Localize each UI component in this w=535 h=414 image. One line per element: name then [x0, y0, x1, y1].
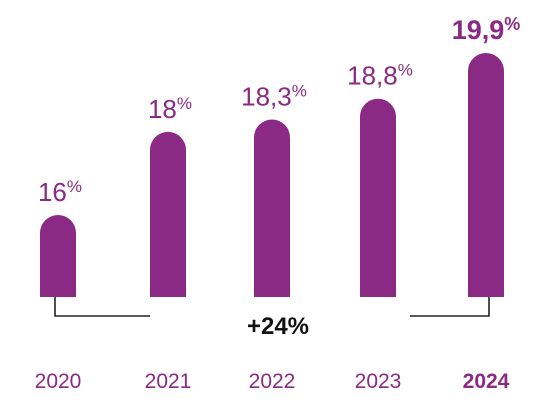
x-tick-label-2022: 2022 — [249, 370, 296, 393]
x-axis-labels-layer: 2020 2021 2022 2023 2024 — [35, 370, 510, 393]
x-tick-label-2024: 2024 — [463, 370, 510, 393]
data-label-value: 16 — [38, 177, 67, 207]
bar-2022 — [254, 119, 290, 297]
data-label-unit: % — [292, 81, 307, 100]
bar-2023 — [360, 98, 396, 297]
x-tick-label-2020: 2020 — [35, 370, 82, 393]
x-tick-label-2023: 2023 — [355, 370, 402, 393]
data-label-2020: 16% — [38, 177, 82, 207]
bar-2021 — [150, 131, 186, 297]
data-label-unit: % — [504, 14, 520, 34]
data-label-2022: 18,3% — [241, 81, 307, 111]
data-label-unit: % — [67, 177, 82, 196]
data-label-value: 19,9 — [452, 15, 505, 45]
data-label-2024: 19,9% — [452, 14, 521, 45]
x-tick-label-2021: 2021 — [145, 370, 192, 393]
data-label-unit: % — [398, 61, 413, 80]
bracket-layer: +24% — [54, 297, 490, 340]
bars-layer — [40, 53, 504, 297]
bar-2020 — [40, 215, 76, 297]
bar-2024 — [468, 53, 504, 297]
data-label-2021: 18% — [148, 94, 192, 124]
data-label-value: 18,8 — [347, 61, 398, 91]
growth-annotation: +24% — [247, 313, 309, 340]
data-label-unit: % — [177, 94, 192, 113]
growth-bracket-left — [54, 297, 150, 317]
data-label-value: 18 — [148, 94, 177, 124]
data-label-2023: 18,8% — [347, 61, 413, 91]
growth-bracket-right — [410, 297, 490, 317]
data-labels-layer: 16%18% 18,3%18,8%19,9% — [38, 14, 520, 207]
data-label-value: 18,3 — [241, 81, 292, 111]
